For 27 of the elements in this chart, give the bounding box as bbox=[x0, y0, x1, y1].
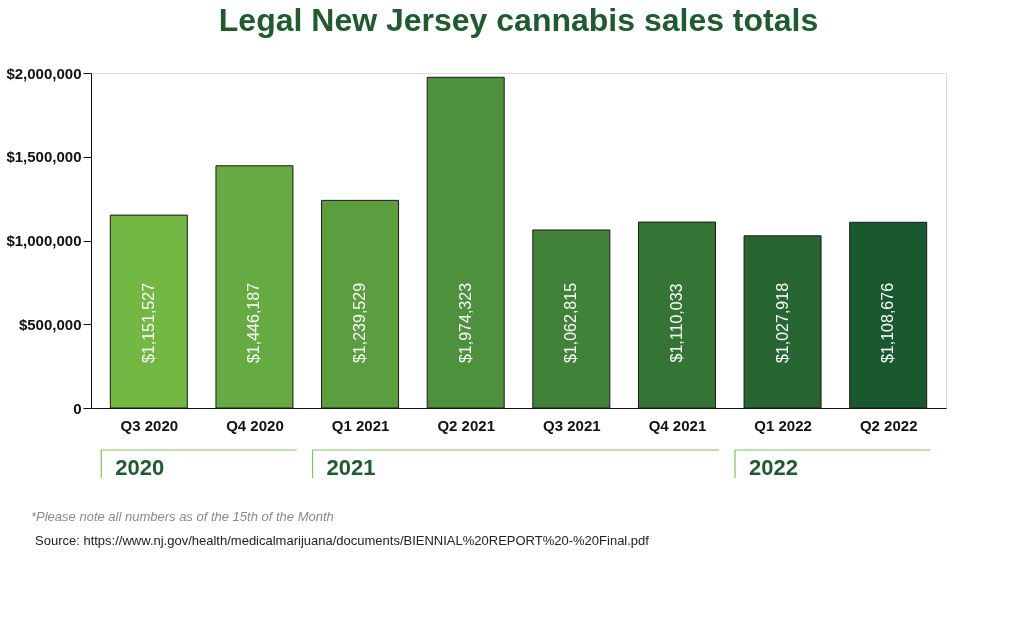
data-label: $1,110,033 bbox=[667, 283, 685, 363]
x-tick-label: Q1 2022 bbox=[754, 416, 812, 434]
y-tick-label: $500,000 bbox=[18, 315, 82, 333]
text: 2022 bbox=[749, 455, 798, 480]
text: 2020 bbox=[115, 455, 165, 480]
y-tick-label: 0 bbox=[73, 399, 82, 417]
x-tick-label: Q4 2020 bbox=[226, 416, 284, 434]
data-label: $1,027,918 bbox=[773, 282, 791, 364]
source-note: Source: https://www.nj.gov/health/medicalmarijuana/documents/BIENNIAL%20REPORT%20-%20Final.pdf bbox=[35, 533, 650, 548]
x-tick-label: Q4 2021 bbox=[648, 416, 707, 434]
y-tick-label: $2,000,000 bbox=[6, 64, 82, 82]
x-tick-label: Q2 2022 bbox=[859, 416, 918, 434]
x-tick-label: Q3 2020 bbox=[120, 416, 179, 434]
x-tick-label: Q2 2021 bbox=[437, 416, 495, 434]
text: 2021 bbox=[326, 455, 376, 480]
data-label: $1,974,323 bbox=[456, 282, 474, 364]
data-label: $1,108,676 bbox=[879, 282, 897, 364]
x-tick-label: Q3 2021 bbox=[543, 416, 601, 434]
data-label: $1,239,529 bbox=[351, 282, 369, 364]
x-tick-label: Q1 2021 bbox=[331, 416, 390, 434]
data-label: $1,446,187 bbox=[245, 282, 263, 364]
y-tick-label: $1,000,000 bbox=[6, 232, 82, 249]
chart-title: Legal New Jersey cannabis sales totals bbox=[218, 2, 819, 38]
data-label: $1,062,815 bbox=[562, 282, 580, 364]
y-tick-label: $1,500,000 bbox=[6, 148, 82, 166]
text: *Please note all numbers as of the 15th of the Month bbox=[31, 509, 334, 524]
data-label: $1,151,527 bbox=[139, 282, 157, 364]
